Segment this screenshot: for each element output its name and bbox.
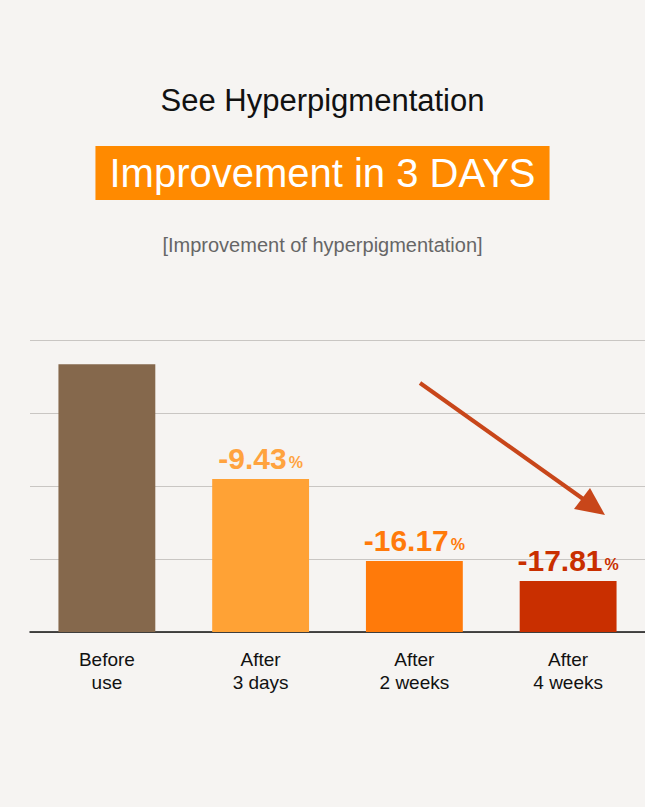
svg-text:Improvement in 3 DAYS: Improvement in 3 DAYS: [109, 151, 535, 195]
svg-text:%: %: [605, 556, 619, 573]
svg-text:-9.43: -9.43: [218, 442, 286, 475]
svg-text:%: %: [289, 454, 303, 471]
svg-text:-16.17: -16.17: [364, 524, 449, 557]
svg-text:2 weeks: 2 weeks: [380, 672, 450, 693]
svg-text:See Hyperpigmentation: See Hyperpigmentation: [161, 83, 485, 118]
svg-text:-17.81: -17.81: [517, 544, 602, 577]
svg-text:After: After: [241, 649, 282, 670]
svg-text:After: After: [548, 649, 589, 670]
svg-text:4 weeks: 4 weeks: [533, 672, 603, 693]
svg-text:%: %: [451, 536, 465, 553]
svg-text:After: After: [394, 649, 435, 670]
svg-text:3 days: 3 days: [233, 672, 289, 693]
svg-text:Before: Before: [79, 649, 135, 670]
svg-text:[Improvement of hyperpigmentat: [Improvement of hyperpigmentation]: [162, 234, 482, 256]
svg-text:use: use: [92, 672, 123, 693]
